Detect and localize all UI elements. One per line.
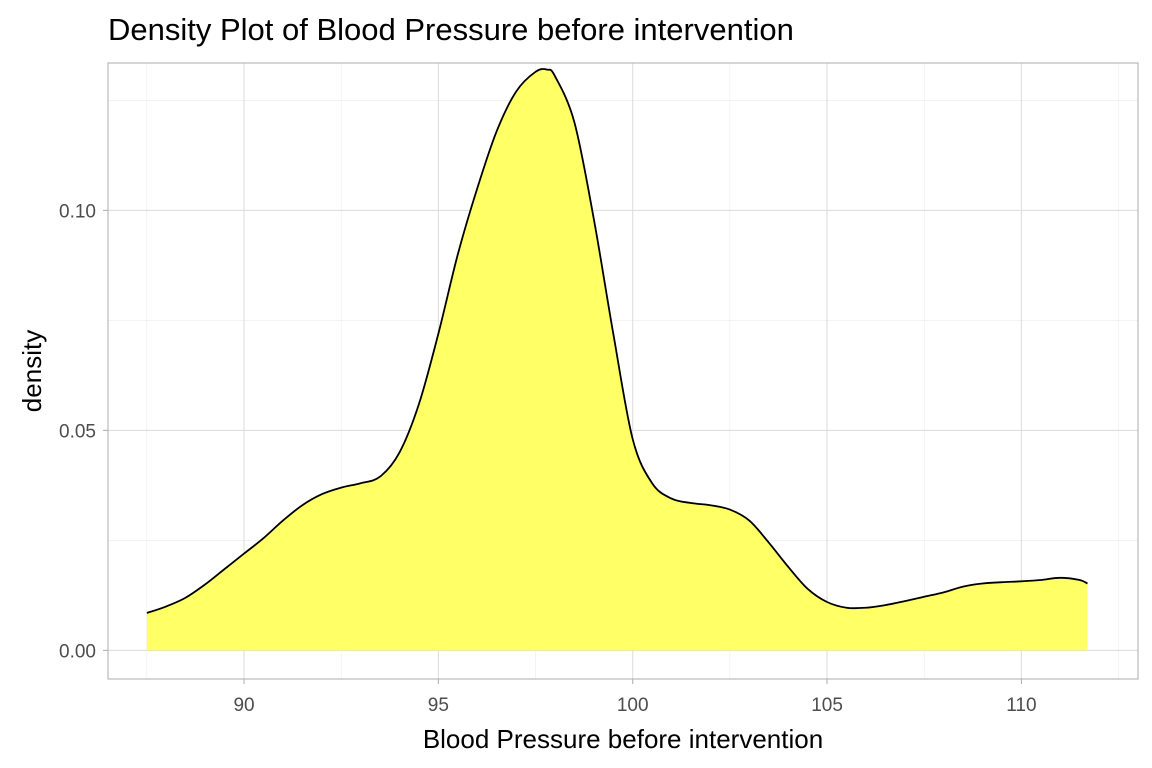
y-axis-title: density	[17, 330, 47, 412]
x-tick-label: 100	[617, 695, 649, 716]
chart-title: Density Plot of Blood Pressure before in…	[108, 12, 794, 47]
plot-panel-border	[107, 62, 1139, 680]
density-curve	[146, 68, 1088, 614]
x-tick-label: 110	[1006, 695, 1036, 716]
x-tick-label: 95	[428, 695, 449, 716]
x-axis-ticks: 90 95 100 105 110	[233, 679, 1037, 716]
x-tick-label: 90	[233, 695, 254, 716]
y-tick-label: 0.10	[59, 201, 96, 222]
y-axis-ticks: 0.00 0.05 0.10	[59, 201, 108, 662]
x-axis-title: Blood Pressure before intervention	[423, 724, 823, 754]
y-tick-label: 0.05	[59, 421, 96, 442]
y-tick-label: 0.00	[59, 641, 96, 662]
x-tick-label: 105	[811, 695, 843, 716]
